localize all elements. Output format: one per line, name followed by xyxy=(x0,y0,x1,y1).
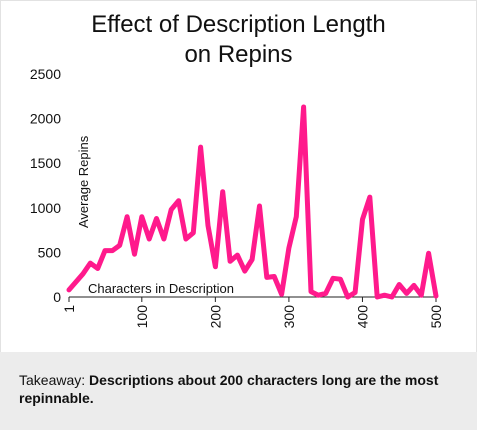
takeaway-message: Descriptions about 200 characters long a… xyxy=(19,372,439,406)
x-tick-label: 200 xyxy=(207,305,223,329)
x-tick-label: 300 xyxy=(281,305,297,329)
y-tick-label: 2500 xyxy=(30,66,61,82)
x-tick-label: 500 xyxy=(428,305,444,329)
takeaway-prefix: Takeaway: xyxy=(19,372,86,388)
y-tick-label: 500 xyxy=(38,244,62,260)
y-tick-label: 0 xyxy=(53,289,61,305)
x-axis-label: Characters in Description xyxy=(88,281,234,296)
x-tick-label: 1 xyxy=(61,305,77,313)
x-tick-label: 400 xyxy=(354,305,370,329)
takeaway-text: Takeaway: Descriptions about 200 charact… xyxy=(19,371,459,407)
chart-title: Effect of Description Length on Repins xyxy=(0,10,477,70)
series-line xyxy=(66,104,439,300)
line-chart: 0 500 1000 1500 2000 2500 1 100 200 300 400 500 Av… xyxy=(30,66,444,329)
y-tick-label: 2000 xyxy=(30,111,61,127)
y-tick-label: 1000 xyxy=(30,200,61,216)
y-tick-label: 1500 xyxy=(30,155,61,171)
chart-title-line-1: Effect of Description Length xyxy=(91,11,386,38)
x-tick-label: 100 xyxy=(134,305,150,329)
y-axis-label: Average Repins xyxy=(76,135,91,228)
takeaway-panel: Takeaway: Descriptions about 200 charact… xyxy=(0,352,477,430)
chart-title-line-2: on Repins xyxy=(184,41,293,68)
